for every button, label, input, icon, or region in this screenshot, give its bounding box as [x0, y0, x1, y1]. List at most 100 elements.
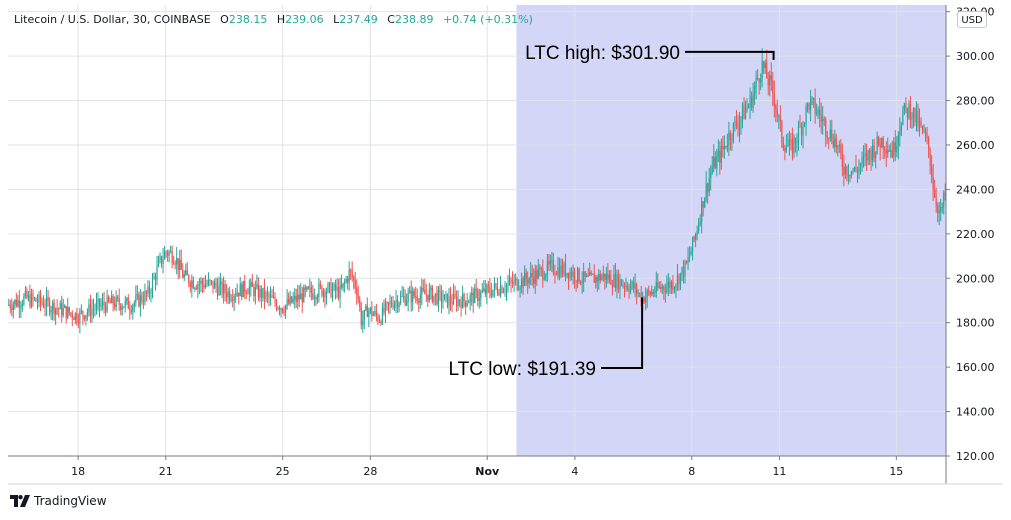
candle-body	[160, 256, 163, 264]
change-value: +0.74 (+0.31%)	[442, 13, 533, 26]
candle-body	[465, 300, 467, 306]
candle-body	[460, 302, 462, 309]
candle-body	[557, 267, 559, 275]
candle-body	[831, 129, 833, 142]
candle-body	[197, 284, 199, 290]
candle-body	[813, 98, 815, 100]
candle-body	[384, 303, 387, 313]
candle-body	[873, 145, 875, 159]
candle-body	[593, 274, 595, 283]
candle-body	[377, 315, 379, 322]
candle-body	[859, 164, 862, 167]
candle-body	[906, 107, 909, 118]
candle-body	[501, 286, 503, 293]
candle-body	[386, 302, 388, 304]
candle-body	[586, 275, 588, 277]
candle-body	[354, 279, 356, 288]
x-tick-label: 18	[71, 465, 85, 478]
candle-body	[339, 284, 341, 298]
y-tick-label: 240.00	[956, 183, 995, 196]
candle-body	[749, 96, 751, 107]
candle-body	[846, 166, 848, 176]
candle-body	[941, 206, 943, 208]
candle-body	[890, 150, 892, 152]
candle-body	[359, 298, 361, 307]
candle-body	[850, 171, 853, 177]
candle-body	[678, 275, 680, 285]
candle-body	[403, 295, 405, 297]
candle-body	[266, 292, 269, 295]
candle-body	[528, 278, 530, 284]
candle-body	[330, 282, 332, 298]
candle-body	[702, 201, 704, 208]
candle-body	[931, 166, 933, 177]
candle-body	[643, 297, 645, 303]
candle-body	[688, 255, 691, 258]
candle-body	[719, 150, 721, 163]
candle-body	[664, 290, 666, 293]
candle-body	[666, 286, 668, 293]
candle-body	[838, 144, 840, 147]
candle-body	[247, 293, 249, 295]
candle-body	[498, 292, 500, 295]
candle-body	[109, 301, 111, 304]
candle-body	[130, 310, 132, 312]
y-tick-label: 160.00	[956, 361, 995, 374]
candle-body	[554, 272, 556, 275]
candle-body	[811, 98, 813, 99]
low-label: L	[333, 13, 340, 26]
candle-body	[841, 154, 843, 168]
candle-body	[222, 284, 225, 295]
candle-body	[679, 273, 682, 285]
candle-body	[395, 299, 397, 303]
candle-body	[412, 290, 414, 303]
high-value: 239.06	[285, 13, 324, 26]
candle-body	[20, 305, 22, 308]
candle-body	[687, 257, 689, 263]
tradingview-logo-icon	[10, 495, 30, 507]
candle-body	[168, 252, 170, 256]
candle-body	[209, 279, 211, 281]
candle-body	[564, 263, 567, 277]
symbol-label[interactable]: Litecoin / U.S. Dollar, 30, COINBASE	[14, 13, 211, 26]
candle-body	[203, 284, 205, 288]
candle-body	[817, 109, 819, 114]
candle-body	[303, 287, 305, 303]
candle-body	[425, 294, 427, 295]
candle-body	[767, 78, 769, 86]
candle-body	[629, 286, 632, 292]
candle-body	[281, 308, 284, 313]
candle-body	[294, 295, 296, 300]
candle-body	[530, 272, 532, 279]
candle-body	[634, 284, 636, 289]
candle-body	[744, 109, 747, 119]
candle-body	[849, 174, 851, 177]
candle-body	[885, 150, 887, 154]
candle-body	[76, 313, 78, 322]
candle-body	[563, 263, 565, 274]
candle-body	[83, 315, 86, 320]
candle-body	[776, 109, 778, 117]
candle-body	[888, 150, 890, 152]
candle-body	[477, 290, 479, 301]
candle-body	[631, 281, 633, 287]
candle-body	[387, 302, 390, 305]
currency-button[interactable]: USD	[957, 11, 987, 28]
candle-body	[809, 98, 812, 110]
candle-body	[340, 284, 343, 288]
candle-body	[595, 276, 597, 283]
candle-body	[483, 288, 485, 291]
candle-body	[68, 307, 70, 313]
candle-body	[430, 287, 432, 290]
candle-body	[475, 288, 477, 291]
tradingview-logo[interactable]: TradingView	[10, 494, 107, 508]
candle-body	[422, 287, 424, 290]
candle-body	[241, 284, 243, 297]
x-tick-label: 4	[571, 465, 578, 478]
candle-body	[288, 299, 290, 304]
candle-body	[696, 231, 698, 235]
candle-body	[263, 287, 266, 299]
candle-body	[138, 293, 140, 307]
candle-body	[375, 311, 377, 316]
